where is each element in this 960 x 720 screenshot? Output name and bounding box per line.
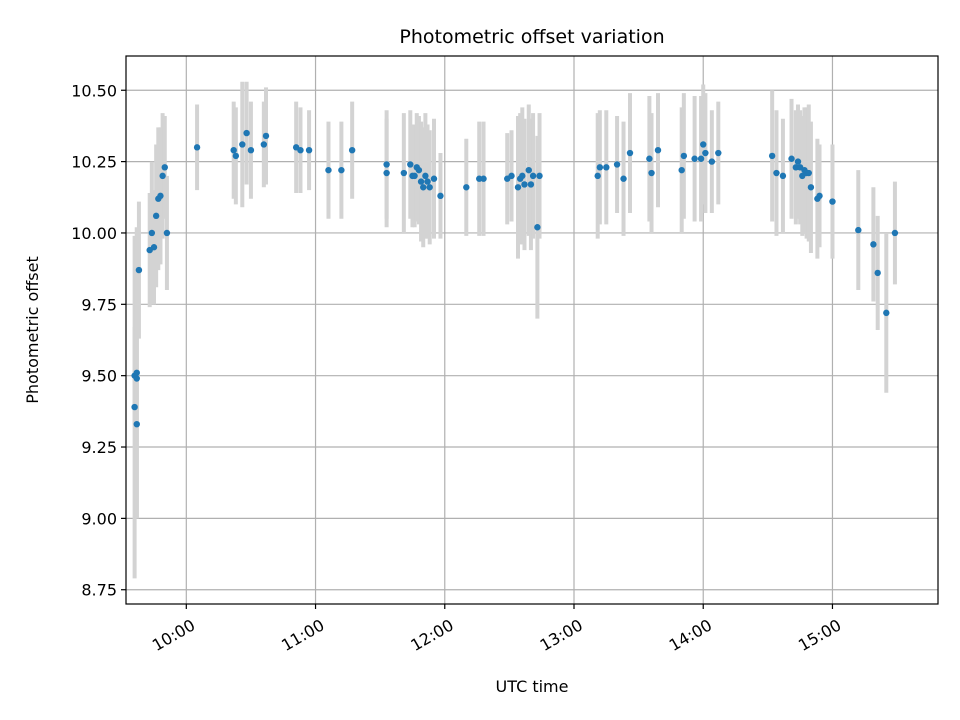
y-axis-ticks: 8.75 9.00 9.25 9.50 9.75 10.00 10.25 10.50 [71, 81, 126, 600]
data-point [383, 169, 390, 177]
data-points [131, 129, 899, 428]
data-point [691, 155, 698, 162]
y-axis-title: Photometric offset [23, 256, 42, 404]
y-tick-label: 10.25 [71, 153, 117, 172]
data-point [508, 172, 515, 180]
data-point [480, 175, 487, 182]
y-tick-label: 10.00 [71, 224, 117, 243]
data-point [702, 149, 709, 157]
data-point [430, 175, 438, 182]
data-point [133, 420, 140, 428]
y-tick-label: 9.75 [81, 295, 117, 314]
data-point [519, 172, 526, 180]
data-point [437, 192, 444, 200]
data-point [536, 172, 543, 180]
y-tick-label: 9.00 [81, 509, 117, 528]
data-point [613, 161, 621, 168]
data-point [626, 149, 634, 157]
data-point [648, 169, 655, 177]
data-point [159, 172, 166, 180]
data-point [426, 184, 433, 191]
data-point [646, 155, 653, 162]
data-point [297, 146, 304, 154]
data-point [422, 172, 429, 180]
data-point [773, 169, 780, 177]
data-point [534, 224, 541, 231]
data-point [163, 229, 171, 237]
data-point [131, 403, 138, 411]
data-point [161, 164, 168, 171]
data-point [788, 155, 795, 162]
data-point [325, 166, 332, 174]
data-point [678, 166, 685, 174]
data-point [807, 184, 815, 191]
data-point [193, 144, 201, 151]
data-point [424, 178, 431, 185]
data-point [654, 146, 662, 154]
data-point [874, 269, 881, 277]
data-point [133, 369, 140, 377]
data-point [150, 244, 158, 251]
data-point [239, 141, 246, 148]
data-point [521, 181, 528, 188]
data-point [805, 169, 812, 177]
data-point [594, 172, 601, 180]
plot-frame [125, 55, 939, 605]
y-tick-label: 8.75 [81, 581, 117, 600]
data-point [708, 158, 716, 165]
data-point [829, 198, 836, 205]
data-point [715, 149, 722, 157]
x-axis-title: UTC time [496, 677, 569, 696]
data-point [870, 241, 877, 248]
data-point [135, 266, 143, 274]
data-point [779, 172, 787, 180]
data-point [680, 152, 688, 160]
data-point [407, 161, 414, 168]
data-point [620, 175, 627, 182]
data-point [697, 155, 705, 162]
y-tick-label: 10.50 [71, 81, 117, 100]
data-point [247, 146, 255, 154]
data-point [232, 152, 240, 160]
data-point [816, 192, 823, 200]
data-point [262, 132, 270, 140]
data-point [415, 166, 423, 174]
data-point [525, 166, 532, 174]
data-point [891, 229, 899, 237]
data-point [417, 178, 425, 185]
data-point [794, 158, 802, 165]
data-point [305, 146, 313, 154]
y-tick-label: 9.25 [81, 438, 117, 457]
data-point [420, 184, 427, 191]
data-point [514, 184, 522, 191]
data-point [603, 164, 610, 171]
data-point [883, 309, 890, 317]
data-point [148, 229, 156, 237]
data-point [157, 192, 164, 200]
data-point [400, 169, 408, 177]
data-point [855, 226, 862, 234]
data-point [338, 166, 345, 174]
data-point [230, 146, 237, 154]
data-point [152, 212, 160, 220]
data-point [529, 172, 537, 180]
data-point [768, 152, 776, 160]
data-point [463, 184, 470, 191]
data-point [383, 161, 390, 168]
data-point [411, 172, 418, 180]
data-point [133, 375, 140, 382]
data-point [700, 141, 707, 148]
data-point [348, 146, 356, 154]
data-point [260, 141, 268, 148]
data-point [243, 129, 250, 137]
data-point [527, 181, 535, 188]
data-point [596, 164, 604, 171]
y-tick-label: 9.50 [81, 367, 117, 386]
chart-title: Photometric offset variation [399, 26, 664, 48]
